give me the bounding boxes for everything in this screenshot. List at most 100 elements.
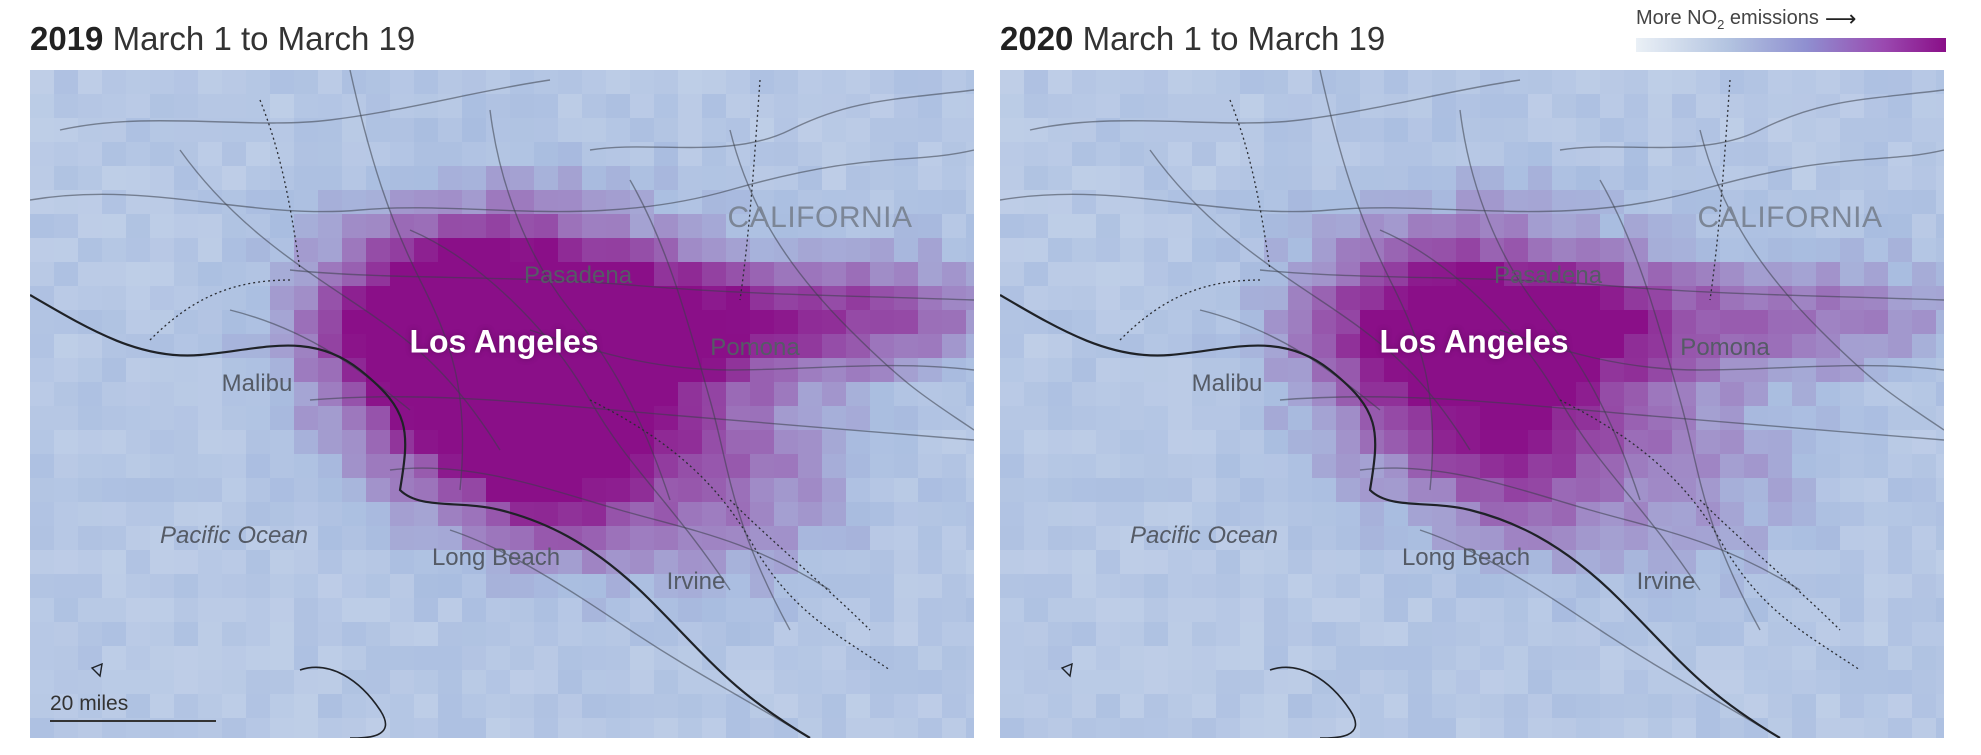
heat-cell — [246, 70, 271, 95]
heat-cell — [1840, 478, 1865, 503]
heat-cell — [534, 214, 559, 239]
heat-cell — [1192, 358, 1217, 383]
heat-cell — [1312, 646, 1337, 671]
label-los-angeles: Los Angeles — [1379, 323, 1569, 360]
heat-cell — [1624, 310, 1649, 335]
heat-cell — [1120, 262, 1145, 287]
heat-cell — [1264, 550, 1289, 575]
heat-cell — [126, 94, 151, 119]
heat-cell — [1312, 622, 1337, 647]
heat-cell — [30, 502, 55, 527]
heat-cell — [1624, 430, 1649, 455]
heat-cell — [1912, 718, 1937, 738]
heat-cell — [54, 574, 79, 599]
heat-cell — [1888, 358, 1913, 383]
label-los-angeles: Los Angeles — [409, 323, 599, 360]
heat-cell — [78, 238, 103, 263]
heat-cell — [678, 694, 703, 719]
heat-cell — [1768, 262, 1793, 287]
heat-cell — [270, 406, 295, 431]
heat-cell — [1792, 670, 1817, 695]
heat-cell — [414, 334, 439, 359]
heat-cell — [1048, 142, 1073, 167]
heat-cell — [1000, 718, 1025, 738]
heat-cell — [1000, 214, 1025, 239]
heat-cell — [1264, 238, 1289, 263]
heat-cell — [270, 286, 295, 311]
heat-cell — [1600, 142, 1625, 167]
heat-cell — [198, 478, 223, 503]
heat-cell — [246, 166, 271, 191]
heat-cell — [1168, 478, 1193, 503]
heat-cell — [246, 646, 271, 671]
heat-cell — [1312, 382, 1337, 407]
heat-cell — [222, 238, 247, 263]
heat-cell — [102, 358, 127, 383]
heat-cell — [1336, 478, 1361, 503]
heat-cell — [1768, 622, 1793, 647]
heat-cell — [870, 118, 895, 143]
heat-cell — [798, 238, 823, 263]
heat-cell — [1456, 382, 1481, 407]
heat-cell — [438, 118, 463, 143]
heat-cell — [1144, 430, 1169, 455]
heat-cell — [486, 118, 511, 143]
heat-cell — [1600, 286, 1625, 311]
heat-cell — [1000, 670, 1025, 695]
heat-cell — [1600, 118, 1625, 143]
heat-cell — [1000, 310, 1025, 335]
label-irvine: Irvine — [666, 568, 726, 595]
heat-cell — [822, 238, 847, 263]
heat-cell — [1336, 406, 1361, 431]
heat-cell — [966, 70, 974, 95]
heat-cell — [150, 430, 175, 455]
heat-cell — [1504, 286, 1529, 311]
heat-cell — [678, 358, 703, 383]
heat-cell — [1912, 574, 1937, 599]
heat-cell — [150, 670, 175, 695]
heat-cell — [894, 382, 919, 407]
heat-cell — [438, 718, 463, 738]
heat-cell — [1600, 670, 1625, 695]
heat-cell — [1144, 478, 1169, 503]
heat-cell — [102, 526, 127, 551]
scale-bar: 20 miles — [50, 692, 216, 722]
heat-cell — [342, 286, 367, 311]
heat-cell — [1216, 598, 1241, 623]
heat-cell — [702, 94, 727, 119]
heat-cell — [1864, 622, 1889, 647]
heat-cell — [942, 238, 967, 263]
heat-cell — [1552, 430, 1577, 455]
heat-cell — [654, 214, 679, 239]
heat-cell — [438, 598, 463, 623]
heat-cell — [438, 214, 463, 239]
heat-cell — [486, 574, 511, 599]
heat-cell — [1432, 286, 1457, 311]
heat-cell — [1192, 310, 1217, 335]
heat-cell — [1720, 142, 1745, 167]
heat-cell — [1192, 694, 1217, 719]
heat-cell — [1408, 694, 1433, 719]
heat-cell — [534, 142, 559, 167]
heat-cell — [918, 70, 943, 95]
heat-cell — [1144, 190, 1169, 215]
heat-cell — [1216, 190, 1241, 215]
heat-cell — [174, 118, 199, 143]
heat-cell — [246, 142, 271, 167]
heat-cell — [558, 190, 583, 215]
heat-cell — [1144, 310, 1169, 335]
heat-cell — [54, 286, 79, 311]
heat-cell — [78, 406, 103, 431]
heat-cell — [1792, 286, 1817, 311]
heat-cell — [1792, 166, 1817, 191]
heat-cell — [462, 622, 487, 647]
heat-cell — [1120, 406, 1145, 431]
heat-cell — [1864, 238, 1889, 263]
heat-cell — [246, 190, 271, 215]
heat-cell — [726, 718, 751, 738]
heat-cell — [366, 142, 391, 167]
heat-cell — [30, 478, 55, 503]
heat-cell — [198, 670, 223, 695]
heat-cell — [222, 598, 247, 623]
heat-cell — [102, 142, 127, 167]
